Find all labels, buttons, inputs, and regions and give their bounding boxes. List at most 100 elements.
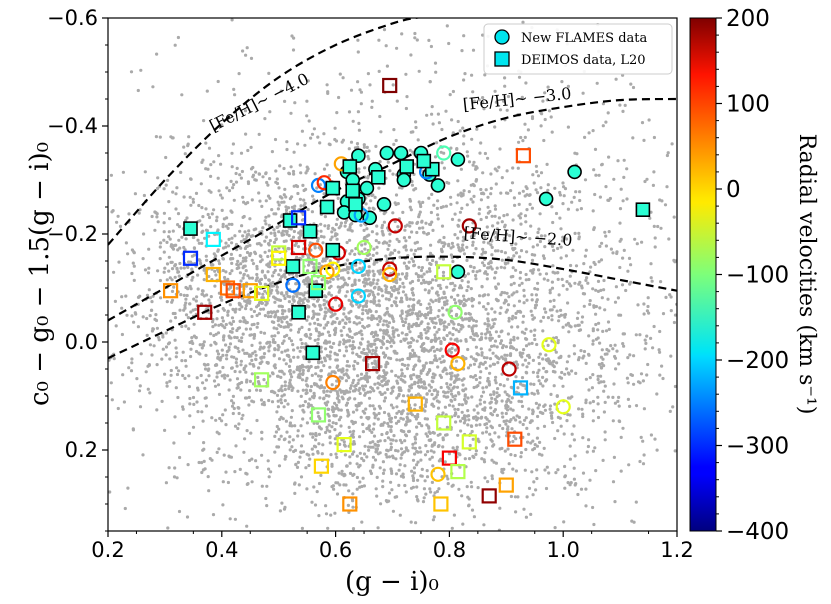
background-star [325, 83, 329, 87]
background-star [241, 276, 245, 280]
background-star [389, 425, 393, 429]
background-star [559, 245, 563, 249]
background-star [305, 318, 309, 322]
background-star [368, 390, 372, 394]
background-star [598, 244, 602, 248]
background-star [233, 369, 237, 374]
background-star [250, 372, 254, 376]
background-star [576, 311, 580, 315]
background-star [375, 333, 379, 337]
background-star [359, 377, 363, 381]
background-star [305, 169, 309, 173]
background-star [177, 274, 181, 278]
background-star [291, 235, 296, 239]
background-star [665, 153, 670, 158]
background-star [306, 315, 310, 319]
background-star [261, 296, 265, 300]
background-star [539, 382, 543, 386]
background-star [566, 301, 570, 305]
background-star [325, 300, 329, 304]
background-star [502, 99, 506, 103]
background-star [588, 299, 592, 303]
background-star [266, 194, 271, 198]
background-star [233, 470, 237, 474]
background-star [558, 193, 563, 197]
background-star [231, 401, 236, 405]
background-star [481, 96, 485, 100]
background-star [407, 357, 411, 361]
background-star [568, 457, 573, 461]
background-star [342, 338, 346, 342]
background-star [655, 392, 659, 396]
background-star [462, 78, 466, 82]
background-star [475, 334, 480, 338]
background-star [427, 196, 431, 200]
background-star [474, 167, 478, 171]
background-star [132, 278, 136, 282]
background-star [153, 210, 157, 214]
background-star [359, 342, 363, 346]
background-star [351, 351, 355, 355]
background-star [535, 191, 540, 195]
background-star [653, 437, 657, 441]
background-star [311, 303, 316, 307]
background-star [592, 226, 596, 230]
background-star [486, 211, 490, 215]
background-star [230, 355, 234, 359]
background-star [554, 336, 559, 340]
background-star [290, 375, 294, 379]
background-star [419, 268, 424, 273]
background-star [324, 512, 329, 516]
background-star [234, 180, 239, 184]
background-star [286, 348, 290, 352]
background-star [352, 450, 356, 454]
background-star [421, 500, 426, 504]
background-star [469, 264, 473, 269]
background-star [378, 272, 382, 276]
background-star [326, 226, 330, 230]
background-star [359, 372, 364, 376]
background-star [394, 421, 399, 425]
background-star [530, 258, 535, 262]
background-star [498, 311, 502, 315]
background-star [366, 445, 371, 449]
background-star [180, 235, 184, 239]
background-star [535, 468, 539, 472]
background-star [276, 399, 280, 403]
background-star [457, 377, 461, 381]
background-star [352, 378, 356, 382]
background-star [485, 356, 489, 360]
background-star [235, 386, 239, 390]
background-star [198, 343, 202, 347]
background-star [159, 241, 163, 245]
background-star [478, 207, 482, 211]
background-star [555, 271, 560, 275]
background-star [240, 336, 244, 340]
background-star [197, 351, 201, 355]
background-star [300, 526, 304, 531]
background-star [419, 247, 423, 251]
background-star [366, 253, 370, 257]
background-star [458, 210, 462, 214]
background-star [652, 324, 656, 329]
background-star [217, 392, 222, 396]
background-star [324, 504, 328, 508]
background-star [509, 385, 513, 389]
background-star [348, 471, 353, 475]
background-star [508, 341, 512, 345]
background-star [317, 262, 321, 266]
background-star [165, 262, 170, 266]
background-star [584, 377, 589, 381]
background-star [409, 248, 413, 252]
background-star [155, 326, 159, 330]
background-star [616, 399, 620, 403]
background-star [183, 152, 187, 156]
background-star [351, 420, 355, 424]
background-star [579, 487, 584, 491]
background-star [351, 442, 355, 446]
background-star [171, 311, 175, 316]
background-star [247, 458, 252, 463]
background-star [355, 408, 359, 412]
background-star [184, 297, 188, 301]
background-star [556, 246, 560, 251]
